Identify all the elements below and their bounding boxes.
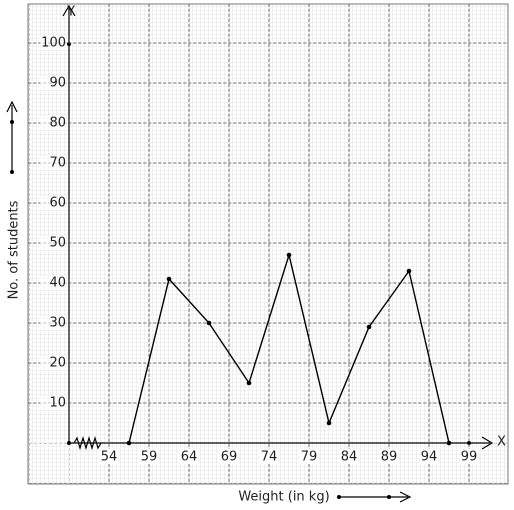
y-tick-label-bg [40, 76, 66, 90]
x-tick-label-bg [339, 449, 359, 464]
data-point [166, 276, 172, 282]
x-tick-label: 59 [141, 450, 158, 465]
data-point [126, 440, 132, 446]
x-tick-label: 74 [261, 450, 278, 465]
x-tick-label: 54 [101, 450, 118, 465]
x-tick-label: 94 [421, 450, 438, 465]
y-tick-label: 10 [49, 396, 66, 411]
axes [6, 4, 494, 503]
y-tick-label-bg [40, 276, 66, 290]
y-axis-title: No. of students [7, 200, 22, 299]
data-point [286, 252, 292, 258]
y-tick-label: 90 [49, 76, 66, 91]
x-tick-label: 84 [341, 450, 358, 465]
graph-paper-major [28, 4, 508, 484]
y-tick-label-bg [40, 396, 66, 410]
y-tick-label-bg [40, 196, 66, 210]
data-point [326, 420, 332, 426]
x-tick-label-bg [99, 449, 119, 464]
y-tick-label-bg [40, 156, 66, 170]
x-tick-label-bg [139, 449, 159, 464]
x-tick-label-bg [299, 449, 319, 464]
y-tick-label: 40 [49, 276, 66, 291]
x-tick-label-bg [259, 449, 279, 464]
y-tick-label: 50 [49, 236, 66, 251]
x-tick-label-bg [179, 449, 199, 464]
y-tick-label: 100 [41, 36, 66, 51]
data-point [246, 380, 252, 386]
y-tick-label-bg [40, 316, 66, 330]
data-point [446, 440, 452, 446]
x-tick-label: 69 [221, 450, 238, 465]
y-tick-label-bg [40, 36, 66, 50]
data-point [406, 268, 412, 274]
y-tick-label: 80 [49, 116, 66, 131]
axis-dots [10, 42, 471, 499]
y-tick-label: 60 [49, 196, 66, 211]
y-tick-label-bg [40, 116, 66, 130]
x-tick-label: 79 [301, 450, 318, 465]
y-tick-label: 20 [49, 356, 66, 371]
y-tick-label-bg [40, 356, 66, 370]
y-tick-label: 70 [49, 156, 66, 171]
x-tick-label: 99 [461, 450, 478, 465]
y-tick-label-bg [40, 236, 66, 250]
x-tick-label-bg [459, 449, 479, 464]
x-axis-title: Weight (in kg) [238, 490, 329, 505]
x-tick-label-bg [419, 449, 439, 464]
x-tick-label-bg [379, 449, 399, 464]
x-axis-letter: X [497, 435, 506, 450]
y-tick-label: 30 [49, 316, 66, 331]
x-tick-label: 89 [381, 450, 398, 465]
y-axis-letter: Y [66, 5, 75, 20]
data-point [366, 324, 372, 330]
x-tick-label-bg [219, 449, 239, 464]
data-point [206, 320, 212, 326]
x-tick-label: 64 [181, 450, 198, 465]
